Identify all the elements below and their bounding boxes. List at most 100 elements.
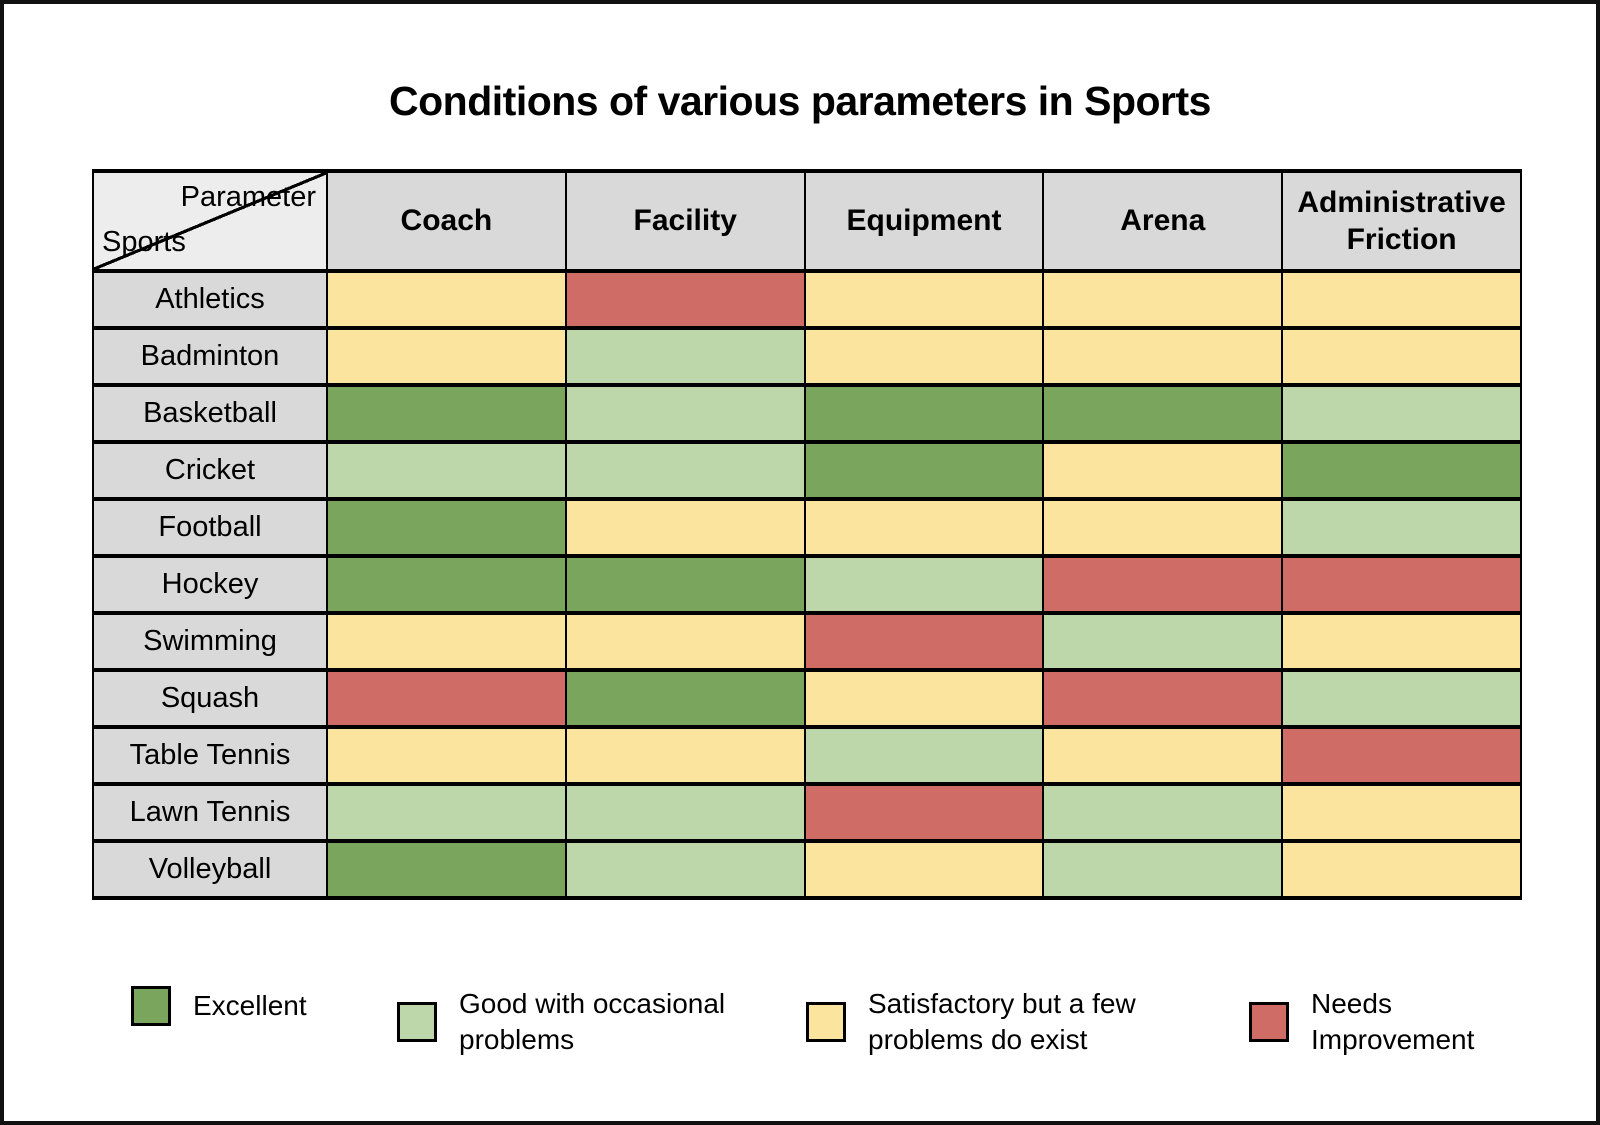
column-header-4: Arena [1042,169,1284,273]
heatmap-cell [1042,497,1284,558]
legend-swatch-satisfactory [806,1002,846,1043]
table-row: Cricket [92,440,1522,501]
heatmap-cell [326,326,567,387]
row-label: Cricket [92,440,328,501]
heatmap-cell [1042,668,1284,729]
heatmap-cell [1281,668,1522,729]
legend-swatch-needs [1249,1002,1289,1043]
row-label: Badminton [92,326,328,387]
heatmap-cell [803,554,1045,615]
heatmap-cell [564,383,806,444]
column-header-3: Equipment [803,169,1045,273]
heatmap-cell [564,611,806,672]
corner-cell: Parameter Sports [92,169,328,273]
heatmap-cell [1281,554,1522,615]
heatmap-cell [326,554,567,615]
table-row: Table Tennis [92,725,1522,786]
header-row: Parameter Sports Coach Facility Equipment A… [92,169,1522,273]
row-label: Athletics [92,269,328,330]
corner-parameter-label: Parameter [180,181,316,213]
legend-item: Satisfactory but a few problems do exist [806,986,1198,1059]
heatmap-cell [1281,725,1522,786]
heatmap-cell [803,782,1045,843]
legend-label: Needs Improvement [1311,988,1475,1056]
heatmap-cell [326,440,567,501]
legend-label: Satisfactory but a few problems do exist [868,988,1136,1056]
heatmap-cell [1281,383,1522,444]
heatmap-cell [1281,497,1522,558]
heatmap-cell [326,782,567,843]
heatmap-cell [1281,839,1522,900]
legend-swatch-excellent [131,986,171,1026]
heatmap-cell [1042,383,1284,444]
heatmap-cell [564,668,806,729]
table-row: Badminton [92,326,1522,387]
heatmap-cell [1281,269,1522,330]
heatmap-cell [803,383,1045,444]
heatmap-cell [564,440,806,501]
heatmap-cell [1042,326,1284,387]
chart-title: Conditions of various parameters in Spor… [389,78,1211,124]
heatmap-cell [564,554,806,615]
table-row: Hockey [92,554,1522,615]
heatmap-cell [326,383,567,444]
heatmap-cell [1281,611,1522,672]
heatmap-cell [803,497,1045,558]
legend-swatch-good [397,1002,437,1043]
corner-sports-label: Sports [102,226,186,258]
heatmap-cell [1042,611,1284,672]
legend-item: Needs Improvement [1249,986,1511,1059]
heatmap-cell [1042,839,1284,900]
heatmap-cell [564,269,806,330]
row-label: Volleyball [92,839,328,900]
heatmap-cell [803,326,1045,387]
heatmap-cell [803,725,1045,786]
row-label: Football [92,497,328,558]
heatmap-cell [326,611,567,672]
heatmap-cell [326,497,567,558]
heatmap-cell [326,839,567,900]
heatmap-cell [803,611,1045,672]
table-row: Basketball [92,383,1522,444]
heatmap-cell [564,326,806,387]
heatmap-cell [1042,440,1284,501]
column-header-2: Facility [564,169,806,273]
heatmap-cell [326,725,567,786]
heatmap-cell [803,269,1045,330]
table-row: Swimming [92,611,1522,672]
heatmap-cell [1042,269,1284,330]
heatmap-cell [803,839,1045,900]
column-header-5: Administrative Friction [1281,169,1522,273]
row-label: Hockey [92,554,328,615]
heatmap-cell [1042,554,1284,615]
heatmap-cell [564,497,806,558]
row-label: Table Tennis [92,725,328,786]
legend-item: Excellent [131,986,307,1026]
table-row: Squash [92,668,1522,729]
heatmap-cell [564,839,806,900]
heatmap-cell [564,782,806,843]
row-label: Swimming [92,611,328,672]
row-label: Basketball [92,383,328,444]
legend-item: Good with occasional problems [397,986,769,1059]
legend-label: Excellent [193,989,307,1021]
table-row: Athletics [92,269,1522,330]
heatmap-cell [1281,326,1522,387]
table-row: Football [92,497,1522,558]
heatmap-cell [326,668,567,729]
heatmap-cell [1281,440,1522,501]
heatmap-cell [326,269,567,330]
heatmap-cell [803,440,1045,501]
column-header-1: Coach [326,169,567,273]
legend-label: Good with occasional problems [459,988,726,1056]
row-label: Lawn Tennis [92,782,328,843]
table-row: Volleyball [92,839,1522,900]
row-label: Squash [92,668,328,729]
heatmap-table: Parameter Sports Coach Facility Equipment A… [92,169,1522,900]
heatmap-cell [1042,782,1284,843]
heatmap-cell [1042,725,1284,786]
table-row: Lawn Tennis [92,782,1522,843]
heatmap-cell [1281,782,1522,843]
heatmap-cell [564,725,806,786]
